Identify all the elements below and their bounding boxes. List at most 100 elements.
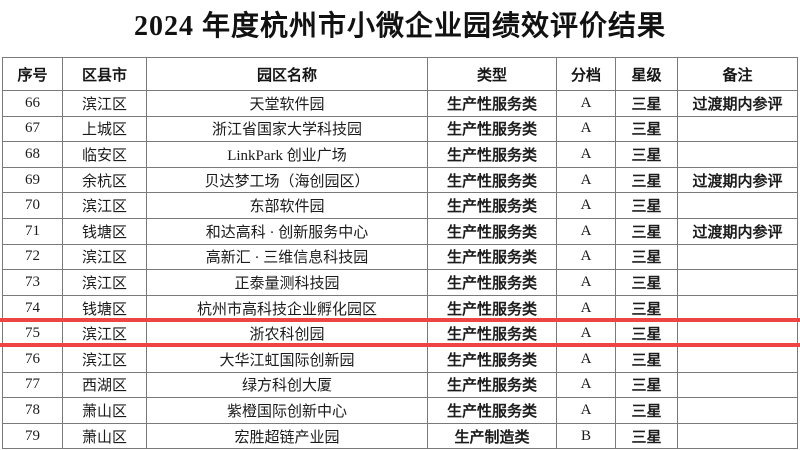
cell-grade: A [556, 371, 616, 399]
cell-serial-no: 79 [2, 422, 63, 450]
header-grade: 分档 [556, 57, 616, 91]
table-row: 78 萧山区 紫橙国际创新中心 生产性服务类 A 三星 [2, 397, 798, 424]
cell-park-name: 和达高科 · 创新服务中心 [146, 217, 428, 245]
cell-park-name: 浙江省国家大学科技园 [146, 115, 428, 143]
cell-grade: A [556, 320, 616, 347]
cell-grade: A [556, 141, 616, 168]
cell-type: 生产性服务类 [427, 371, 557, 399]
cell-star-rating: 三星 [615, 243, 678, 271]
cell-type: 生产性服务类 [427, 141, 557, 168]
cell-type: 生产性服务类 [427, 397, 557, 424]
cell-park-name: 贝达梦工场（海创园区） [146, 166, 428, 194]
cell-remark: 过渡期内参评 [677, 217, 798, 245]
cell-serial-no: 77 [2, 371, 63, 399]
cell-serial-no: 70 [2, 192, 63, 219]
cell-type: 生产性服务类 [427, 320, 557, 347]
cell-type: 生产性服务类 [427, 345, 557, 373]
cell-remark: 过渡期内参评 [677, 90, 798, 117]
cell-serial-no: 67 [2, 115, 63, 143]
table-row: 71 钱塘区 和达高科 · 创新服务中心 生产性服务类 A 三星 过渡期内参评 [2, 217, 798, 245]
cell-park-name: 东部软件园 [146, 192, 428, 219]
cell-park-name: 杭州市高科技企业孵化园区 [146, 294, 428, 322]
cell-type: 生产性服务类 [427, 90, 557, 117]
cell-park-name: LinkPark 创业广场 [146, 141, 428, 168]
table-header: 序号 区县市 园区名称 类型 分档 星级 备注 [2, 57, 798, 91]
cell-remark [677, 141, 798, 168]
table-row: 70 滨江区 东部软件园 生产性服务类 A 三星 [2, 192, 798, 219]
table-row: 76 滨江区 大华江虹国际创新园 生产性服务类 A 三星 [2, 345, 798, 373]
cell-remark [677, 294, 798, 322]
cell-serial-no: 76 [2, 345, 63, 373]
cell-district: 西湖区 [62, 371, 147, 399]
cell-serial-no: 75 [2, 320, 63, 347]
cell-serial-no: 73 [2, 269, 63, 296]
cell-grade: A [556, 269, 616, 296]
cell-star-rating: 三星 [615, 269, 678, 296]
cell-serial-no: 69 [2, 166, 63, 194]
cell-remark [677, 397, 798, 424]
table-row: 66 滨江区 天堂软件园 生产性服务类 A 三星 过渡期内参评 [2, 90, 798, 117]
header-serial-no: 序号 [2, 57, 63, 91]
cell-remark [677, 269, 798, 296]
cell-district: 萧山区 [62, 397, 147, 424]
cell-type: 生产性服务类 [427, 166, 557, 194]
cell-serial-no: 71 [2, 217, 63, 245]
cell-grade: A [556, 217, 616, 245]
cell-star-rating: 三星 [615, 422, 678, 450]
results-table: 序号 区县市 园区名称 类型 分档 星级 备注 66 滨江区 天堂软件园 生产性… [2, 57, 798, 450]
cell-district: 滨江区 [62, 192, 147, 219]
cell-remark [677, 115, 798, 143]
cell-grade: A [556, 115, 616, 143]
cell-type: 生产性服务类 [427, 294, 557, 322]
header-star-rating: 星级 [615, 57, 678, 91]
cell-district: 钱塘区 [62, 217, 147, 245]
header-remark: 备注 [677, 57, 798, 91]
cell-star-rating: 三星 [615, 217, 678, 245]
cell-serial-no: 78 [2, 397, 63, 424]
cell-park-name: 紫橙国际创新中心 [146, 397, 428, 424]
cell-district: 萧山区 [62, 422, 147, 450]
table-row: 73 滨江区 正泰量测科技园 生产性服务类 A 三星 [2, 269, 798, 296]
cell-grade: A [556, 397, 616, 424]
cell-grade: B [556, 422, 616, 450]
cell-type: 生产性服务类 [427, 115, 557, 143]
cell-type: 生产性服务类 [427, 192, 557, 219]
cell-star-rating: 三星 [615, 141, 678, 168]
table-row: 79 萧山区 宏胜超链产业园 生产制造类 B 三星 [2, 422, 798, 450]
table-row: 75 滨江区 浙农科创园 生产性服务类 A 三星 [2, 320, 798, 347]
cell-district: 滨江区 [62, 345, 147, 373]
table-row: 69 余杭区 贝达梦工场（海创园区） 生产性服务类 A 三星 过渡期内参评 [2, 166, 798, 194]
cell-remark [677, 192, 798, 219]
cell-remark [677, 243, 798, 271]
cell-grade: A [556, 192, 616, 219]
cell-star-rating: 三星 [615, 397, 678, 424]
cell-type: 生产制造类 [427, 422, 557, 450]
cell-star-rating: 三星 [615, 294, 678, 322]
cell-star-rating: 三星 [615, 320, 678, 347]
cell-park-name: 浙农科创园 [146, 320, 428, 347]
cell-serial-no: 66 [2, 90, 63, 117]
cell-remark [677, 371, 798, 399]
cell-serial-no: 68 [2, 141, 63, 168]
table-row: 68 临安区 LinkPark 创业广场 生产性服务类 A 三星 [2, 141, 798, 168]
cell-grade: A [556, 243, 616, 271]
cell-star-rating: 三星 [615, 371, 678, 399]
cell-remark [677, 320, 798, 347]
table-row: 67 上城区 浙江省国家大学科技园 生产性服务类 A 三星 [2, 115, 798, 143]
cell-remark: 过渡期内参评 [677, 166, 798, 194]
cell-district: 滨江区 [62, 90, 147, 117]
cell-grade: A [556, 90, 616, 117]
cell-type: 生产性服务类 [427, 243, 557, 271]
cell-serial-no: 72 [2, 243, 63, 271]
header-park-name: 园区名称 [146, 57, 428, 91]
cell-district: 临安区 [62, 141, 147, 168]
header-type: 类型 [427, 57, 557, 91]
cell-district: 滨江区 [62, 320, 147, 347]
cell-district: 钱塘区 [62, 294, 147, 322]
cell-park-name: 高新汇 · 三维信息科技园 [146, 243, 428, 271]
header-row: 序号 区县市 园区名称 类型 分档 星级 备注 [2, 57, 798, 91]
cell-park-name: 绿方科创大厦 [146, 371, 428, 399]
table-body: 66 滨江区 天堂软件园 生产性服务类 A 三星 过渡期内参评 67 上城区 浙… [2, 90, 798, 450]
cell-star-rating: 三星 [615, 90, 678, 117]
